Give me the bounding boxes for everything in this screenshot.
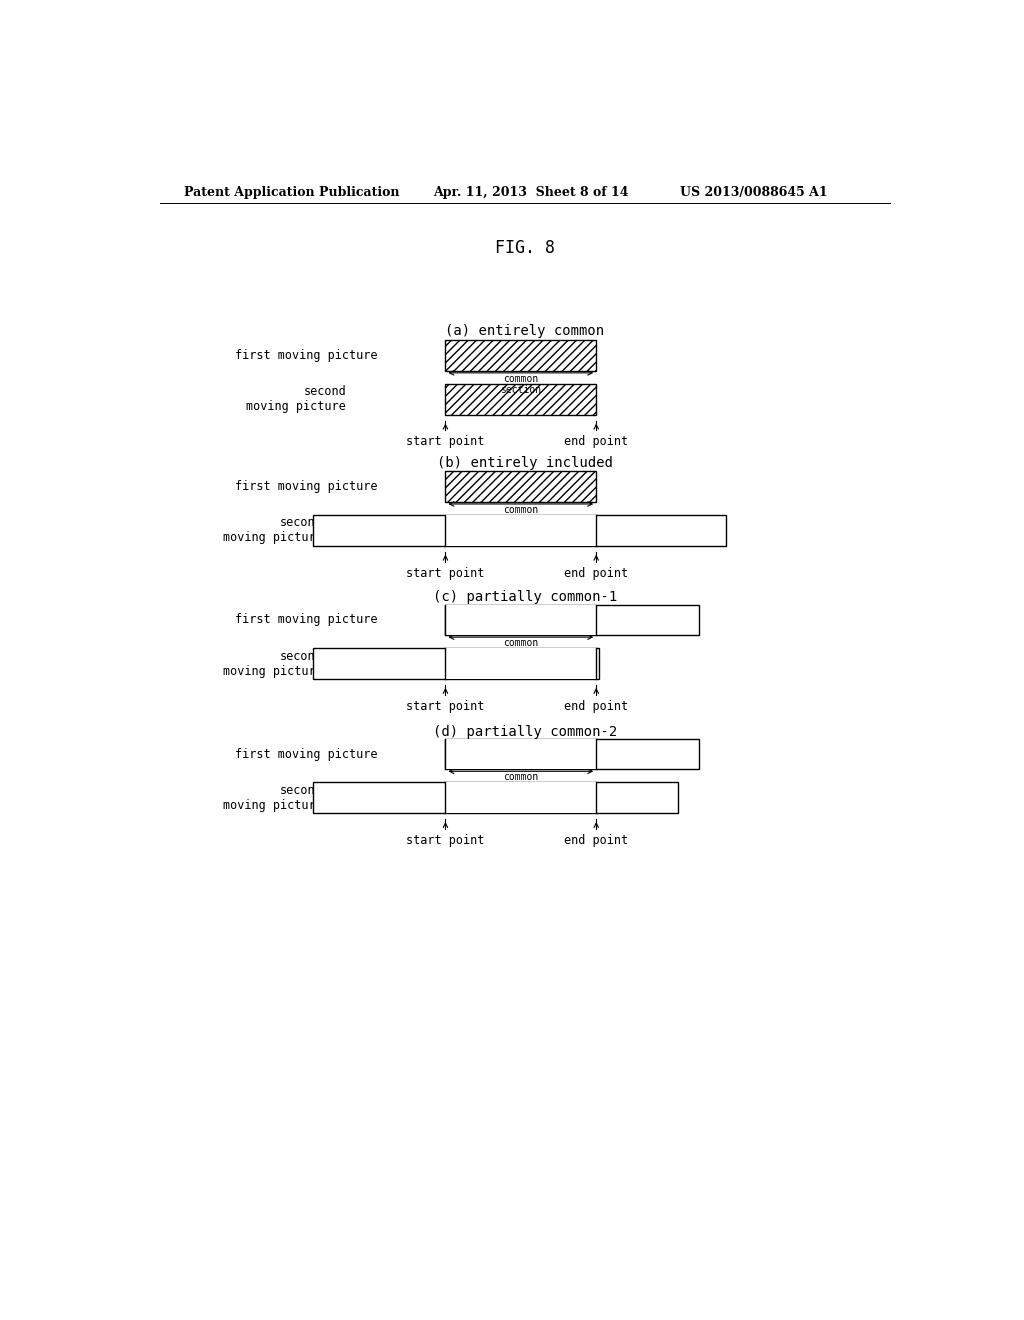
Bar bbox=[445, 605, 596, 635]
Bar bbox=[445, 341, 596, 371]
Text: second
moving picture: second moving picture bbox=[222, 649, 323, 677]
Text: second
moving picture: second moving picture bbox=[222, 516, 323, 544]
Bar bbox=[313, 783, 678, 813]
Text: end point: end point bbox=[564, 700, 629, 713]
Text: start point: start point bbox=[407, 834, 484, 847]
Text: Patent Application Publication: Patent Application Publication bbox=[183, 186, 399, 199]
Bar bbox=[445, 384, 596, 414]
Text: second
moving picture: second moving picture bbox=[247, 385, 346, 413]
Text: (a) entirely common: (a) entirely common bbox=[445, 325, 604, 338]
Text: common
section: common section bbox=[501, 638, 542, 660]
Text: start point: start point bbox=[407, 568, 484, 579]
Text: first moving picture: first moving picture bbox=[236, 348, 378, 362]
Bar bbox=[445, 341, 596, 371]
Bar bbox=[445, 739, 699, 770]
Text: FIG. 8: FIG. 8 bbox=[495, 239, 555, 257]
Bar bbox=[313, 648, 599, 678]
Text: first moving picture: first moving picture bbox=[236, 480, 378, 494]
Text: start point: start point bbox=[407, 434, 484, 447]
Text: end point: end point bbox=[564, 834, 629, 847]
Text: (b) entirely included: (b) entirely included bbox=[437, 457, 612, 470]
Bar bbox=[445, 515, 596, 545]
Bar bbox=[445, 471, 596, 502]
Text: (d) partially common-2: (d) partially common-2 bbox=[433, 725, 616, 739]
Text: common
section: common section bbox=[501, 772, 542, 793]
Text: US 2013/0088645 A1: US 2013/0088645 A1 bbox=[680, 186, 827, 199]
Text: start point: start point bbox=[407, 700, 484, 713]
Text: first moving picture: first moving picture bbox=[236, 614, 378, 627]
Bar bbox=[313, 515, 726, 545]
Bar bbox=[445, 471, 596, 502]
Bar bbox=[445, 648, 596, 678]
Text: end point: end point bbox=[564, 568, 629, 579]
Text: second
moving picture: second moving picture bbox=[222, 784, 323, 812]
Bar bbox=[445, 605, 699, 635]
Text: common
section: common section bbox=[501, 506, 542, 527]
Text: common
section: common section bbox=[501, 374, 542, 396]
Text: first moving picture: first moving picture bbox=[236, 747, 378, 760]
Bar bbox=[445, 384, 596, 414]
Text: Apr. 11, 2013  Sheet 8 of 14: Apr. 11, 2013 Sheet 8 of 14 bbox=[433, 186, 629, 199]
Bar bbox=[445, 739, 596, 770]
Text: (c) partially common-1: (c) partially common-1 bbox=[433, 590, 616, 605]
Text: end point: end point bbox=[564, 434, 629, 447]
Bar bbox=[445, 783, 596, 813]
